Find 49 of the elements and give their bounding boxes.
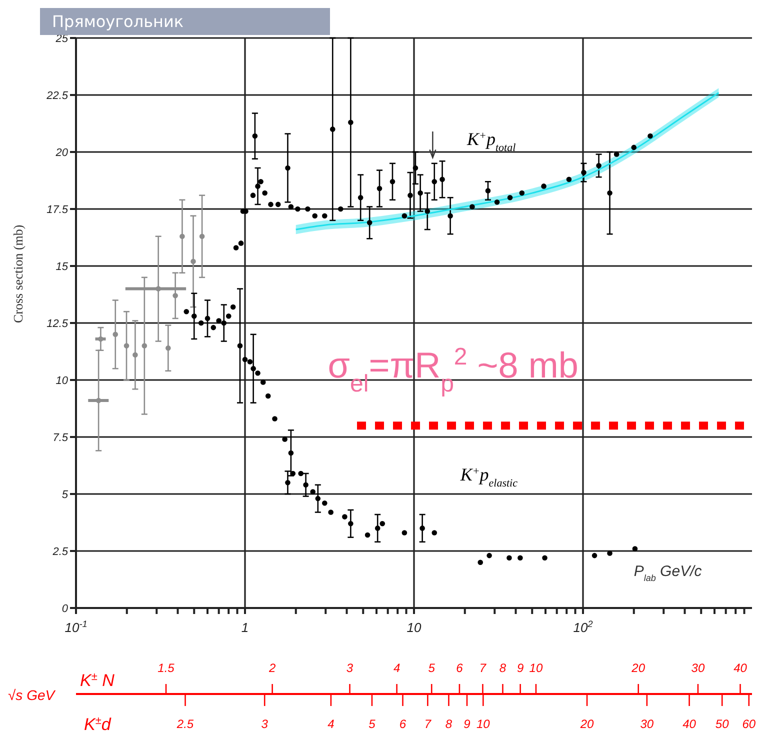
text: 8: [445, 717, 452, 731]
text: 60: [742, 717, 756, 731]
y-tick-label: 15: [56, 260, 69, 273]
y-axis-title: Cross section (mb): [10, 224, 26, 323]
text: 20: [579, 717, 594, 731]
text: 3: [346, 661, 354, 675]
text: 7: [424, 717, 432, 731]
x-tick-label: 10: [406, 620, 422, 635]
text: 6: [456, 661, 464, 675]
text: 2: [268, 661, 276, 675]
text: 9: [464, 717, 471, 731]
text: 7: [479, 661, 488, 675]
x-tick-label: 1: [241, 620, 249, 635]
text: 30: [640, 717, 654, 731]
y-tick-label: 5: [62, 488, 69, 501]
text: 20: [630, 661, 646, 675]
text: 5: [428, 661, 436, 675]
y-tick-label: 2.5: [52, 546, 69, 558]
y-tick-label: 10: [56, 374, 69, 387]
text: 50: [715, 717, 730, 731]
text: 8: [499, 661, 506, 675]
text: 5: [368, 717, 376, 731]
y-tick-label: 17.5: [46, 204, 69, 216]
series-label: K$^{+}$p$_{total}$: [466, 129, 516, 154]
x-axis-title: P$_{lab}$ GeV/c: [634, 563, 702, 584]
y-tick-label: 22.5: [46, 90, 69, 102]
text: 10: [476, 717, 490, 731]
y-tick-label: 12.5: [46, 318, 69, 330]
x-tick-label: 10$^{-1}$: [64, 619, 88, 635]
text: 3: [261, 717, 268, 731]
text: 10: [529, 661, 543, 675]
text: 1.5: [158, 661, 175, 675]
x-tick-label: 10$^{2}$: [573, 619, 593, 635]
text: 9: [516, 661, 524, 675]
text: K$^{±}$d: [84, 715, 112, 734]
y-tick-label: 20: [54, 146, 69, 159]
y-tick-label: 0: [62, 602, 69, 615]
text: Прямоугольник: [52, 12, 184, 31]
text: 4: [328, 717, 335, 731]
text: 4: [393, 661, 400, 675]
text: 40: [682, 717, 696, 731]
text: 40: [734, 661, 748, 675]
text: K$^{±}$ N: [80, 671, 116, 690]
text: 6: [399, 717, 406, 731]
text: 2.5: [176, 717, 194, 731]
text: 30: [691, 661, 705, 675]
text: √s GeV: [8, 687, 56, 703]
y-tick-label: 7.5: [52, 432, 69, 444]
text: K$^{+}$p$_{elastic}$: [459, 464, 518, 490]
